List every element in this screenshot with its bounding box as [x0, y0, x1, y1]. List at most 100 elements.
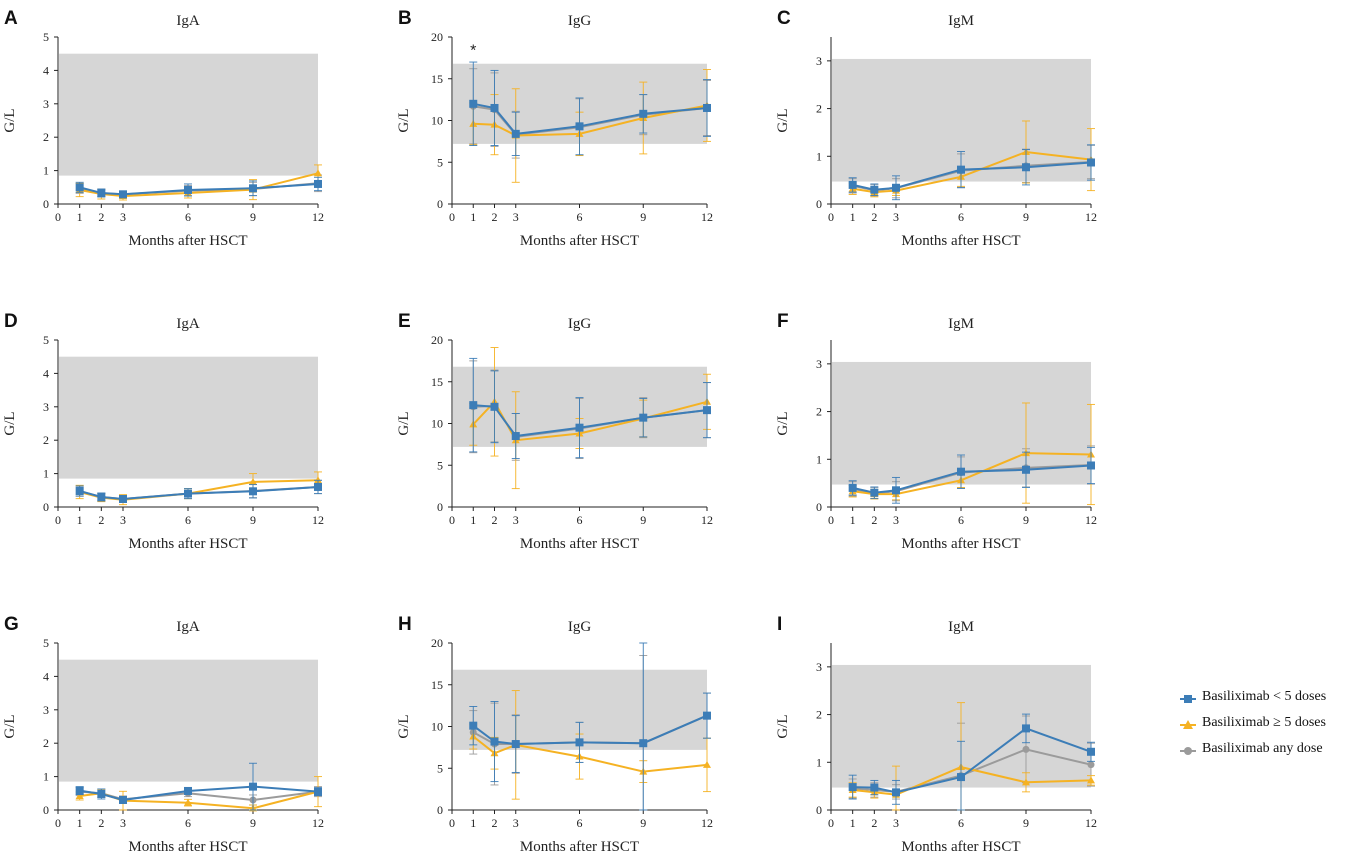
data-point — [314, 482, 322, 491]
x-tick-label: 12 — [312, 513, 324, 527]
y-tick-label: 15 — [431, 678, 443, 692]
x-tick-label: 1 — [470, 513, 476, 527]
x-tick-label: 6 — [185, 513, 191, 527]
data-point — [892, 788, 900, 797]
x-tick-label: 3 — [893, 210, 899, 224]
y-tick-label: 10 — [431, 417, 443, 431]
chart-title: IgM — [948, 316, 974, 332]
x-tick-label: 2 — [871, 816, 877, 830]
data-point — [75, 791, 84, 799]
data-point — [703, 103, 711, 112]
legend: Basiliximab < 5 doses Basiliximab ≥ 5 do… — [1180, 686, 1362, 764]
data-point — [184, 489, 192, 498]
legend-item-lt5: Basiliximab < 5 doses — [1180, 686, 1362, 712]
series-lt5 — [469, 642, 711, 811]
series-lt5 — [848, 446, 1095, 504]
y-tick-label: 3 — [816, 660, 822, 674]
x-tick-label: 0 — [828, 816, 834, 830]
x-tick-label: 9 — [640, 513, 646, 527]
x-tick-label: 0 — [449, 513, 455, 527]
x-tick-label: 9 — [640, 816, 646, 830]
data-point — [75, 786, 84, 795]
data-point — [1022, 163, 1030, 172]
chart-title: IgG — [568, 316, 591, 332]
series-line — [79, 785, 319, 802]
x-tick-label: 9 — [1023, 210, 1029, 224]
series-lt5 — [75, 176, 322, 199]
x-tick-label: 0 — [449, 210, 455, 224]
panel-label: F — [777, 311, 789, 332]
x-tick-label: 3 — [120, 210, 126, 224]
data-point — [314, 169, 322, 177]
data-point — [957, 467, 965, 476]
x-tick-label: 6 — [577, 210, 583, 224]
y-axis-label: G/L — [2, 411, 18, 435]
series-lt5 — [75, 479, 322, 503]
series-lt5 — [469, 357, 711, 460]
data-point — [490, 103, 499, 112]
x-tick-label: 3 — [513, 816, 519, 830]
legend-marker-square — [1184, 695, 1192, 703]
data-point — [1087, 761, 1095, 769]
x-tick-label: 2 — [492, 816, 498, 830]
data-point — [575, 122, 584, 131]
data-point — [639, 413, 648, 422]
legend-item-ge5: Basiliximab ≥ 5 doses — [1180, 712, 1362, 738]
y-tick-label: 0 — [816, 803, 822, 817]
chart-title: IgM — [948, 619, 974, 635]
y-axis-label: G/L — [396, 411, 412, 435]
data-point — [639, 109, 648, 118]
x-tick-label: 0 — [449, 816, 455, 830]
x-axis-label: Months after HSCT — [520, 233, 639, 249]
x-tick-label: 9 — [250, 210, 256, 224]
x-tick-label: 12 — [312, 816, 324, 830]
y-tick-label: 1 — [816, 755, 822, 769]
x-tick-label: 9 — [250, 816, 256, 830]
x-tick-label: 12 — [701, 816, 713, 830]
data-point — [314, 787, 322, 796]
y-tick-label: 2 — [816, 405, 822, 419]
series-line — [472, 735, 708, 773]
data-point — [97, 789, 106, 798]
data-point — [249, 477, 257, 485]
y-tick-label: 3 — [816, 54, 822, 68]
reference-band — [59, 356, 318, 479]
y-tick-label: 4 — [43, 669, 49, 683]
x-axis-label: Months after HSCT — [128, 233, 247, 249]
data-point — [703, 760, 711, 768]
y-tick-label: 2 — [816, 102, 822, 116]
x-tick-label: 12 — [1085, 513, 1097, 527]
x-tick-label: 6 — [577, 816, 583, 830]
data-point — [249, 184, 257, 193]
x-tick-label: 1 — [470, 816, 476, 830]
series-line — [473, 104, 708, 137]
x-tick-label: 1 — [470, 210, 476, 224]
chart-title: IgG — [568, 13, 591, 29]
data-point — [511, 129, 520, 138]
reference-band — [59, 53, 318, 176]
panel-label: I — [777, 614, 782, 635]
x-tick-label: 2 — [871, 513, 877, 527]
legend-item-any: Basiliximab any dose — [1180, 738, 1362, 764]
series-lt5 — [848, 713, 1095, 811]
data-point — [1022, 778, 1030, 786]
y-tick-label: 2 — [43, 130, 49, 144]
x-axis-label: Months after HSCT — [520, 536, 639, 552]
y-tick-label: 2 — [43, 433, 49, 447]
panel-label: B — [398, 8, 412, 29]
x-axis-label: Months after HSCT — [520, 839, 639, 852]
data-point — [119, 494, 127, 503]
data-point — [870, 783, 879, 792]
x-tick-label: 6 — [958, 210, 964, 224]
data-point — [575, 738, 584, 747]
data-point — [1022, 465, 1030, 474]
x-tick-label: 12 — [701, 513, 713, 527]
y-tick-label: 1 — [43, 770, 49, 784]
x-tick-label: 0 — [55, 210, 61, 224]
chart-title: IgM — [948, 13, 974, 29]
x-tick-label: 6 — [577, 513, 583, 527]
